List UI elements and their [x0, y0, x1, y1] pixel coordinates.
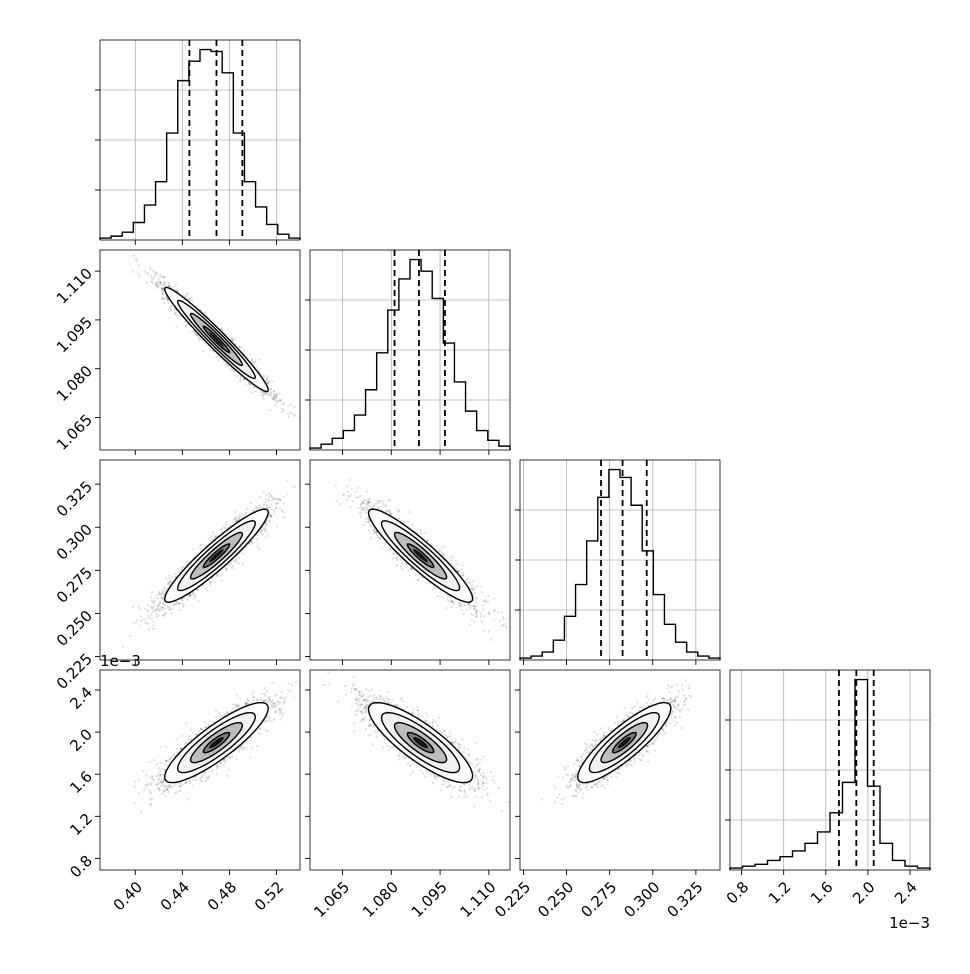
- histogram-step-line: [730, 680, 930, 870]
- x-tick-label: 0.250: [534, 878, 577, 921]
- scatter-panel-3-1: [95, 460, 302, 665]
- scatter-panel-4-2: [305, 661, 510, 875]
- y-tick-label: 1.6: [66, 767, 96, 797]
- axes-frame: [100, 250, 300, 450]
- x-tick-label: 0.225: [491, 878, 534, 921]
- panel-body: [111, 233, 311, 418]
- scatter-panel-2-1: [95, 233, 311, 455]
- y-tick-label: 0.325: [53, 477, 96, 520]
- panel-body: [122, 480, 302, 648]
- x-tick-label: 1.080: [359, 878, 402, 921]
- y-tick-label: 2.0: [66, 725, 96, 755]
- y-offset-label: 1e−3: [100, 652, 141, 670]
- x-tick-label: 1.095: [408, 878, 451, 921]
- x-tick-label: 1.110: [457, 878, 500, 921]
- x-tick-label: 0.300: [620, 878, 663, 921]
- y-tick-label: 1.080: [53, 362, 96, 405]
- panel-body: [323, 661, 509, 812]
- y-tick-label: 0.275: [53, 564, 96, 607]
- panel-body: [541, 659, 704, 805]
- histogram-step-line: [310, 260, 510, 450]
- x-tick-label: 1.2: [765, 878, 795, 908]
- histogram-panel-2: [305, 250, 510, 455]
- histogram-step-line: [520, 470, 720, 660]
- histogram-panel-4: [725, 670, 930, 875]
- x-tick-label: 0.40: [110, 878, 146, 914]
- y-tick-label: 1.065: [53, 411, 96, 454]
- y-tick-label: 0.300: [53, 521, 96, 564]
- y-tick-label: 0.8: [66, 852, 96, 882]
- histogram-step-line: [100, 50, 300, 240]
- histogram-panel-3: [515, 460, 720, 665]
- x-tick-label: 0.48: [204, 878, 240, 914]
- scatter-panel-4-1: [95, 669, 301, 875]
- x-tick-label: 0.8: [723, 878, 753, 908]
- axes-frame: [520, 670, 720, 870]
- x-tick-label: 2.0: [849, 878, 879, 908]
- scatter-panel-3-2: [305, 460, 510, 665]
- x-tick-label: 0.44: [157, 878, 193, 914]
- y-tick-label: 0.225: [53, 650, 96, 693]
- scatter-panel-4-3: [515, 659, 720, 875]
- y-tick-label: 0.250: [53, 607, 96, 650]
- y-tick-label: 1.095: [53, 313, 96, 356]
- x-tick-label: 1.065: [310, 878, 353, 921]
- y-tick-label: 1.110: [53, 264, 96, 307]
- x-tick-label: 1.6: [807, 878, 837, 908]
- x-tick-label: 2.4: [891, 878, 921, 908]
- panel-body: [133, 669, 301, 814]
- x-offset-label: 1e−3: [889, 914, 930, 932]
- x-tick-label: 0.275: [577, 878, 620, 921]
- panel-body: [335, 479, 508, 641]
- x-tick-label: 0.52: [251, 878, 287, 914]
- histogram-panel-1: [95, 40, 300, 245]
- x-tick-label: 0.325: [664, 878, 707, 921]
- y-tick-label: 1.2: [66, 810, 96, 840]
